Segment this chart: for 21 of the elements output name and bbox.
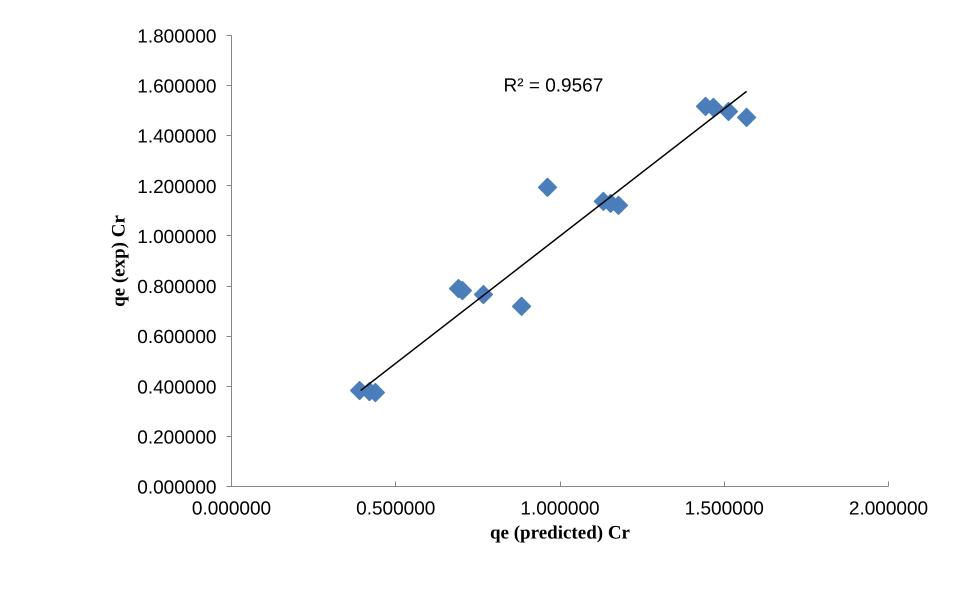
y-tick-label: 1.600000 (137, 76, 217, 98)
y-tick-label: 0.800000 (137, 277, 217, 298)
y-tick-label: 0.200000 (137, 427, 217, 448)
x-tick-label: 0.000000 (192, 498, 272, 520)
x-axis-title: qe (predicted) Cr (490, 522, 631, 544)
y-axis-title: qe (exp) Cr (108, 214, 130, 307)
point (512, 296, 532, 316)
y-tick-label: 1.400000 (137, 126, 217, 148)
annotation: R² = 0.9567 (504, 76, 604, 96)
point (538, 178, 558, 198)
y-tick-label: 0.000000 (137, 478, 217, 498)
x-tick-label: 0.500000 (356, 498, 436, 520)
x-tick-label: 1.000000 (520, 498, 600, 520)
x-tick-label: 2.000000 (848, 498, 928, 520)
y-tick-label: 1.200000 (137, 176, 217, 198)
x-tick-label: 1.500000 (684, 498, 764, 520)
point (736, 108, 756, 128)
y-tick-label: 0.600000 (137, 327, 217, 348)
y-tick-label: 1.000000 (137, 226, 217, 248)
y-tick-label: 1.800000 (137, 26, 217, 48)
y-tick-label: 0.400000 (137, 377, 217, 398)
